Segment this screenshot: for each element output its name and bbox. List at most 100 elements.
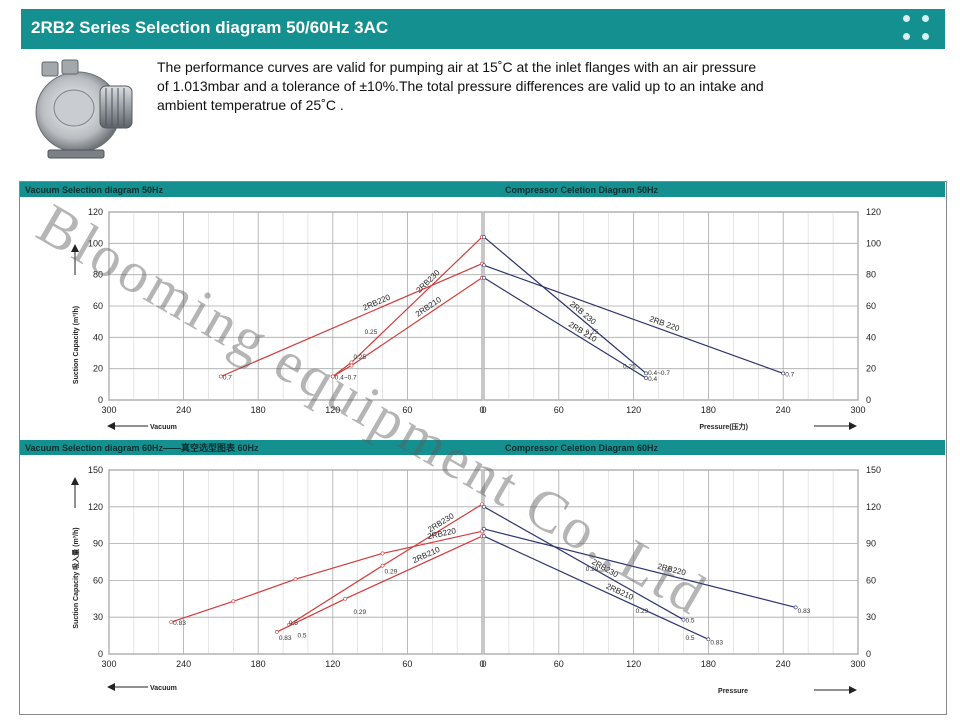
series-point (330, 374, 335, 379)
intro-text: The performance curves are valid for pum… (157, 58, 897, 115)
data-label: 0.5 (289, 620, 298, 627)
x-axis-label: Vacuum (150, 685, 177, 692)
x-tick-label: 240 (776, 659, 791, 669)
series-point (293, 577, 298, 582)
chart-title-bar (20, 440, 484, 455)
y-tick-label: 120 (866, 502, 881, 512)
series-point (231, 599, 236, 604)
chart-title-bar (484, 440, 945, 455)
y-tick-label: 120 (88, 502, 103, 512)
x-tick-label: 0 (481, 405, 486, 415)
series-point (781, 371, 786, 376)
data-label: 0.25 (586, 329, 599, 336)
series-point (644, 371, 648, 376)
data-label: 0.29 (586, 566, 599, 573)
intro-line-1: The performance curves are valid for pum… (157, 59, 757, 75)
x-tick-label: 300 (850, 659, 865, 669)
data-label: 0.83 (798, 608, 811, 615)
y-tick-label: 20 (93, 364, 103, 374)
series-point (274, 630, 279, 634)
series-point (343, 596, 348, 601)
page-title: 2RB2 Series Selection diagram 50/60Hz 3A… (31, 18, 389, 37)
y-tick-label: 0 (98, 395, 103, 405)
x-tick-label: 0 (479, 405, 484, 415)
charts-frame (19, 181, 947, 715)
y-tick-label: 80 (866, 270, 876, 280)
data-label: 0.29 (636, 608, 649, 615)
blower-product-icon (35, 59, 133, 159)
data-label: 0.29 (353, 609, 366, 616)
series-line (220, 263, 483, 378)
series-point (482, 263, 486, 268)
series-point (706, 637, 711, 642)
menu-dots-icon[interactable] (903, 15, 933, 43)
series-point (482, 504, 486, 509)
y-tick-label: 40 (93, 332, 103, 342)
data-label: 0.25 (623, 364, 636, 371)
x-axis-label: Pressure (718, 688, 748, 695)
series-point (380, 551, 385, 556)
series-line (483, 506, 684, 621)
x-tick-label: 180 (701, 659, 716, 669)
series-line (483, 535, 709, 640)
y-tick-label: 150 (88, 465, 103, 475)
series-line (483, 528, 796, 608)
intro-line-2: of 1.013mbar and a tolerance of ±10%.The… (157, 78, 764, 94)
y-tick-label: 90 (93, 539, 103, 549)
x-tick-label: 180 (251, 659, 266, 669)
y-tick-label: 60 (93, 301, 103, 311)
x-tick-label: 300 (101, 659, 116, 669)
series-point (681, 617, 686, 622)
y-tick-label: 40 (866, 332, 876, 342)
y-tick-label: 30 (866, 612, 876, 622)
y-tick-label: 0 (866, 395, 871, 405)
series-line (483, 277, 647, 379)
plot-area (483, 469, 859, 655)
y-tick-label: 150 (866, 465, 881, 475)
y-tick-label: 100 (88, 238, 103, 248)
series-point (482, 235, 486, 239)
chart-title-bar (20, 182, 504, 197)
data-label: 0.5 (298, 632, 307, 639)
chart-title: Vacuum Selection diagram 60Hz——真空选型图表 60… (25, 442, 259, 453)
x-tick-label: 60 (554, 659, 564, 669)
y-axis-label: Suction Capacity 吸入量 (m³/h) (71, 527, 80, 628)
data-label: 0.29 (385, 569, 398, 576)
x-tick-label: 240 (776, 405, 791, 415)
y-tick-label: 60 (93, 575, 103, 585)
y-tick-label: 30 (93, 612, 103, 622)
x-tick-label: 240 (176, 405, 191, 415)
y-axis-label: Suction Capacity (m³/h) (73, 306, 80, 384)
x-tick-label: 120 (626, 659, 641, 669)
x-tick-label: 120 (325, 405, 340, 415)
intro-line-3: ambient temperatrue of 25˚C . (157, 97, 344, 113)
series-point (349, 360, 354, 365)
y-tick-label: 0 (98, 649, 103, 659)
series-point (482, 275, 486, 280)
x-axis-label: Pressure(压力) (699, 422, 748, 431)
series-point (218, 374, 223, 379)
chart-title: Compressor Celetion Diagram 60Hz (505, 443, 659, 453)
x-tick-label: 120 (626, 405, 641, 415)
chart-title: Compressor Celetion Diagram 50Hz (505, 185, 659, 195)
y-tick-label: 80 (93, 270, 103, 280)
x-tick-label: 240 (176, 659, 191, 669)
series-point (793, 605, 798, 610)
page-header: 2RB2 Series Selection diagram 50/60Hz 3A… (21, 9, 945, 49)
series-line (483, 236, 647, 374)
y-tick-label: 120 (88, 207, 103, 217)
series-point (644, 376, 648, 380)
x-tick-label: 0 (481, 659, 486, 669)
x-tick-label: 60 (402, 405, 412, 415)
data-label: 0.7 (785, 371, 794, 378)
series-line (483, 264, 784, 374)
y-tick-label: 60 (866, 575, 876, 585)
data-label: 0.83 (173, 620, 186, 627)
data-label: 0.5 (685, 618, 694, 625)
x-tick-label: 60 (402, 659, 412, 669)
chart-title: Vacuum Selection diagram 50Hz (25, 185, 164, 195)
data-label: 0.4~0.7 (335, 375, 357, 382)
data-label: 0.83 (710, 640, 723, 647)
y-tick-label: 60 (866, 301, 876, 311)
